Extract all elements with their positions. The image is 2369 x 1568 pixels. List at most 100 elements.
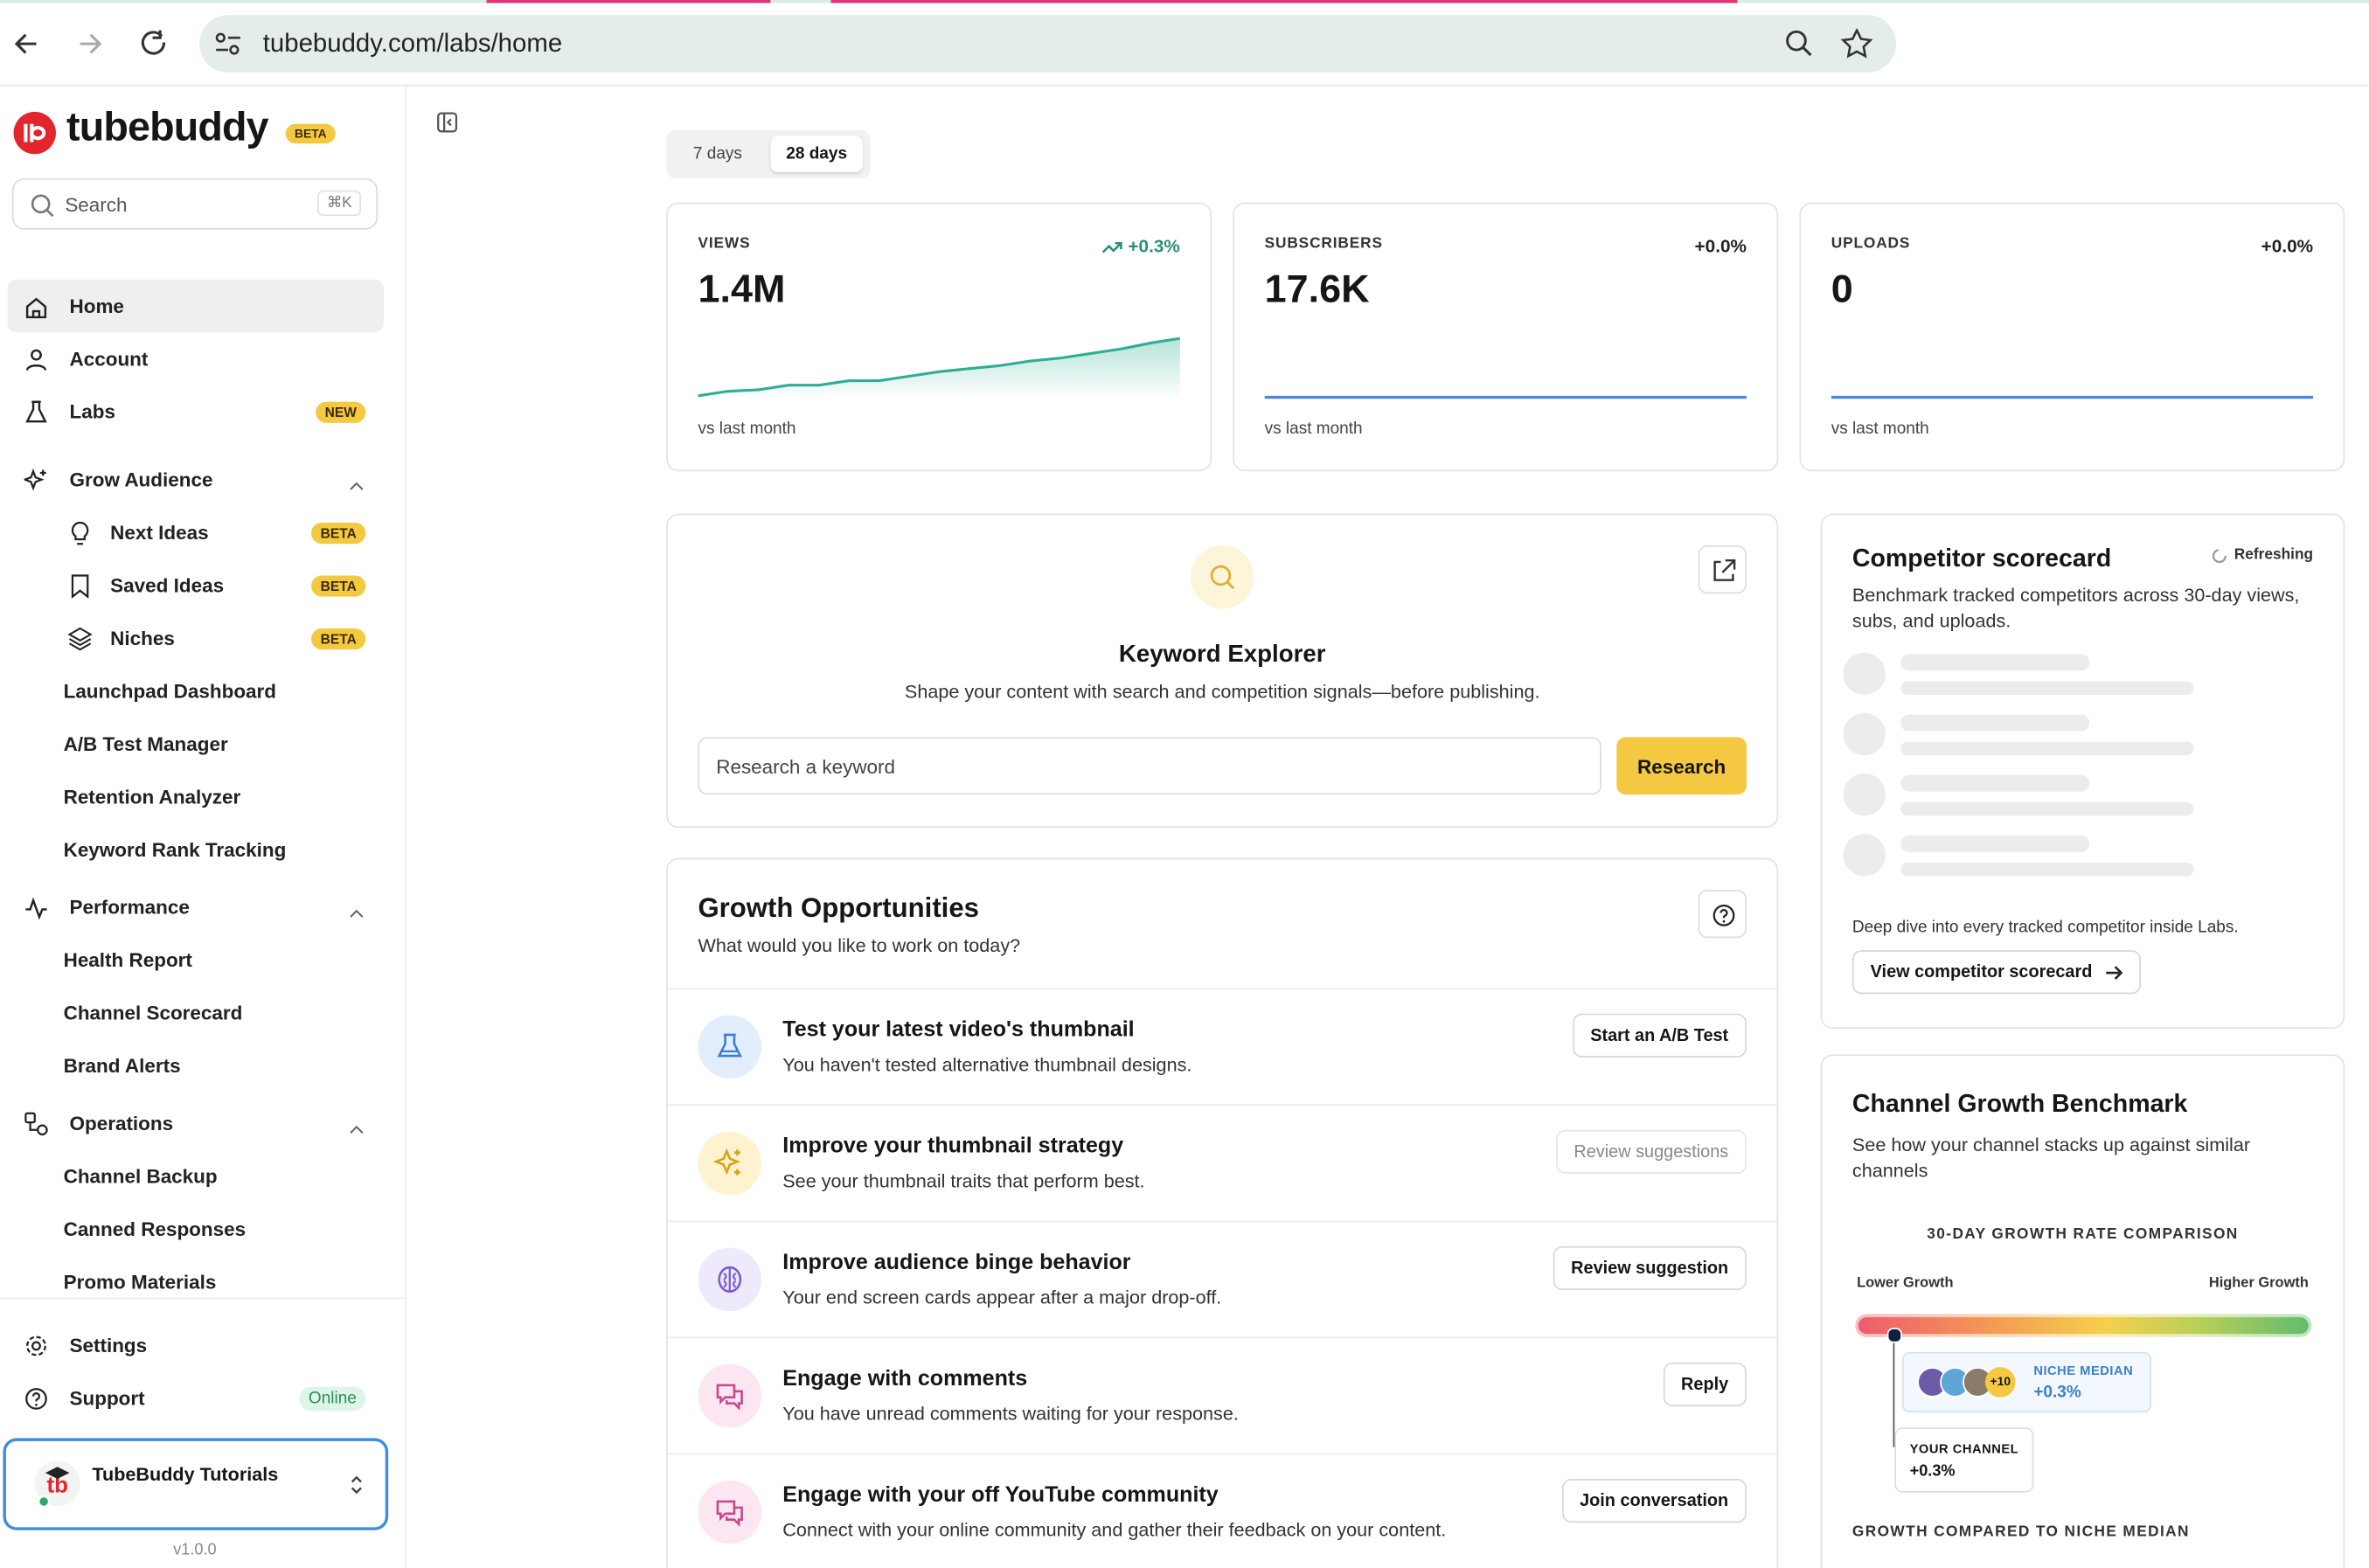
nav-item[interactable]: A/B Test Manager (8, 718, 384, 770)
keyword-input[interactable]: Research a keyword (698, 737, 1602, 795)
stat-change-value: +0.0% (1694, 235, 1747, 257)
nav-icon (68, 520, 93, 545)
more-avatars: +10 (1985, 1367, 2016, 1398)
opportunity-title: Engage with comments (782, 1367, 1028, 1391)
nav-label: Next Ideas (110, 521, 209, 545)
section-icon (22, 468, 49, 492)
stat-value: 0 (1831, 266, 1853, 312)
badge: BETA (311, 574, 366, 596)
nav-item[interactable]: Channel Backup (8, 1149, 384, 1202)
nav-label: Channel Backup (63, 1164, 218, 1188)
address-bar[interactable]: tubebuddy.com/labs/home (199, 15, 1897, 73)
nav-item[interactable]: Keyword Rank Tracking (8, 823, 384, 876)
nav-item[interactable]: Saved Ideas BETA (8, 559, 384, 611)
nav-item[interactable]: Home (7, 279, 384, 333)
nav-item[interactable]: Labs NEW (8, 385, 384, 438)
nav-buttons[interactable] (12, 29, 193, 59)
url[interactable]: tubebuddy.com/labs/home (262, 28, 563, 58)
opportunity-glyph (713, 1030, 747, 1064)
stat-label: SUBSCRIBERS (1264, 235, 1383, 253)
account-switcher[interactable]: tb TubeBuddy Tutorials (3, 1438, 389, 1530)
nav-item[interactable]: Settings (8, 1319, 384, 1371)
nav-item[interactable]: Niches BETA (8, 612, 384, 664)
search-box[interactable]: Search ⌘K (11, 177, 379, 230)
range-tab[interactable]: 28 days (770, 135, 863, 173)
opportunity-description: You have unread comments waiting for you… (782, 1403, 1239, 1425)
nav-label: Labs (69, 400, 115, 423)
account-avatar: tb (34, 1460, 80, 1508)
research-button[interactable]: Research (1616, 737, 1747, 795)
opportunity-glyph (713, 1263, 747, 1296)
opportunity-action[interactable]: Reply (1663, 1362, 1747, 1407)
feedback-button[interactable] (1698, 889, 1747, 939)
skeleton-line (1900, 714, 2090, 732)
opportunity: Test your latest video's thumbnail You ha… (667, 988, 1777, 1106)
nav-item[interactable]: Health Report (8, 933, 384, 986)
nav-item[interactable]: Channel Scorecard (8, 987, 384, 1039)
opportunity-glyph (713, 1379, 747, 1412)
skeleton-line (1900, 835, 2090, 852)
divider (0, 1297, 406, 1300)
nav-label: Canned Responses (63, 1218, 247, 1240)
stat-card: SUBSCRIBERS 17.6K +0.0% vs last month (1233, 202, 1779, 472)
section-title: Grow Audience (69, 468, 213, 491)
stat-value: 1.4M (698, 266, 786, 312)
competitor-button[interactable]: View competitor scorecard (1851, 950, 2141, 995)
stat-value: 17.6K (1264, 266, 1370, 312)
sparkline (698, 331, 1181, 401)
nav-item[interactable]: Brand Alerts (8, 1039, 384, 1092)
skeleton-line (1900, 654, 2090, 671)
opportunity-action[interactable]: Start an A/B Test (1572, 1013, 1747, 1058)
stat-change: +0.3% (1101, 236, 1180, 257)
sidebar: tubebuddy BETA Search ⌘K Home Account Labs… (0, 86, 406, 1568)
growth-card: Growth Opportunities What would you like … (666, 857, 1779, 1568)
keyword-title: Keyword Explorer (1118, 642, 1326, 668)
nav-section[interactable]: Grow Audience (8, 453, 384, 505)
opportunity-icon (698, 1363, 762, 1428)
collapse-sidebar[interactable] (436, 112, 458, 133)
growth-subtitle: What would you like to work on today? (698, 934, 1021, 957)
opportunity: Engage with comments You have unread comm… (667, 1336, 1777, 1455)
opportunity: Improve audience binge behavior Your end … (667, 1220, 1777, 1338)
url-actions[interactable] (1786, 28, 1877, 59)
brand-logo (13, 111, 56, 155)
sparkline (1264, 331, 1748, 401)
nav-label: Settings (69, 1334, 148, 1357)
growth-gradient (1855, 1314, 2312, 1337)
feedback-icon (1712, 904, 1736, 928)
stat-note: vs last month (1831, 420, 1929, 439)
badge: BETA (311, 628, 366, 649)
section-title: Operations (69, 1112, 174, 1134)
nav-item[interactable]: Support Online (8, 1371, 384, 1424)
open-external[interactable] (1698, 545, 1747, 594)
nav-icon (24, 1333, 49, 1357)
nav-section[interactable]: Performance (8, 881, 384, 933)
nav-section[interactable]: Operations (8, 1097, 384, 1149)
collapse-chevron (348, 901, 366, 917)
nav-item[interactable]: Retention Analyzer (8, 770, 384, 822)
stat-change: +0.0% (1695, 236, 1747, 257)
stat-change-value: +0.0% (2261, 235, 2314, 257)
competitor-status: Refreshing (2212, 547, 2313, 564)
keyword-card: Keyword Explorer Shape your content with … (666, 513, 1779, 829)
opportunity-action[interactable]: Review suggestions (1555, 1129, 1747, 1174)
site-info-icon (215, 32, 240, 55)
stat-label: VIEWS (698, 235, 751, 253)
nav-item[interactable]: Canned Responses (8, 1203, 384, 1255)
nav-item[interactable]: Next Ideas BETA (8, 506, 384, 559)
skeleton-line (1900, 741, 2194, 756)
opportunity-action[interactable]: Join conversation (1561, 1479, 1747, 1523)
nav-item[interactable]: Promo Materials (8, 1255, 384, 1308)
section-icon (24, 1111, 49, 1135)
range-tab[interactable]: 7 days (692, 144, 742, 163)
nav-item[interactable]: Launchpad Dashboard (8, 664, 384, 717)
chart-title: 30-DAY GROWTH RATE COMPARISON (1927, 1226, 2239, 1244)
opportunity-title: Improve your thumbnail strategy (782, 1134, 1124, 1159)
nav-item[interactable]: Account (8, 332, 384, 385)
section-title: Performance (69, 895, 190, 919)
opportunity-description: Connect with your online community and g… (782, 1519, 1447, 1541)
opportunity-action[interactable]: Review suggestion (1553, 1245, 1747, 1290)
